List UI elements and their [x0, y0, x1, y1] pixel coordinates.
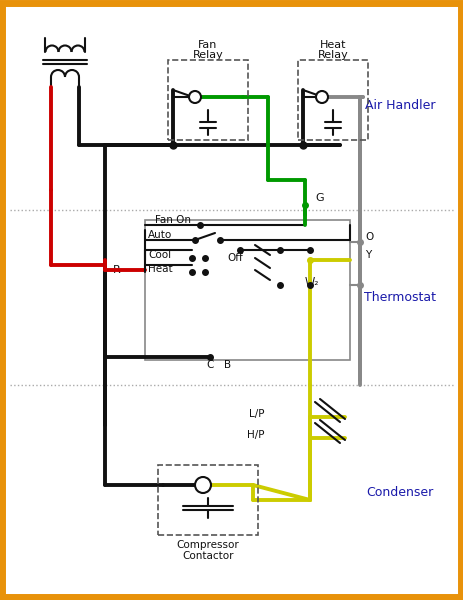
Circle shape — [194, 477, 211, 493]
Text: Relay: Relay — [192, 50, 223, 60]
Text: L/P: L/P — [249, 409, 264, 419]
Text: O: O — [364, 232, 372, 242]
Text: Relay: Relay — [317, 50, 348, 60]
Text: Thermostat: Thermostat — [363, 291, 435, 304]
Text: R: R — [113, 265, 120, 275]
Circle shape — [188, 91, 200, 103]
Text: W₂: W₂ — [304, 277, 319, 287]
Text: C: C — [206, 360, 213, 370]
Text: Cool: Cool — [148, 250, 171, 260]
Bar — [158, 465, 257, 535]
Text: H/P: H/P — [247, 430, 264, 440]
Text: Fan: Fan — [198, 40, 217, 50]
Text: Condenser: Condenser — [366, 486, 433, 499]
Text: Auto: Auto — [148, 230, 172, 240]
Bar — [168, 60, 247, 140]
Text: G: G — [314, 193, 323, 203]
Text: Air Handler: Air Handler — [364, 98, 434, 112]
Text: Fan On: Fan On — [155, 215, 191, 225]
Bar — [297, 60, 367, 140]
Text: Y: Y — [364, 250, 370, 260]
Text: Compressor: Compressor — [176, 540, 239, 550]
Text: Off: Off — [226, 253, 242, 263]
Text: B: B — [224, 360, 231, 370]
Text: Heat: Heat — [319, 40, 345, 50]
Text: Heat: Heat — [148, 264, 172, 274]
Bar — [144, 220, 349, 360]
Circle shape — [315, 91, 327, 103]
Text: Contactor: Contactor — [182, 551, 233, 561]
